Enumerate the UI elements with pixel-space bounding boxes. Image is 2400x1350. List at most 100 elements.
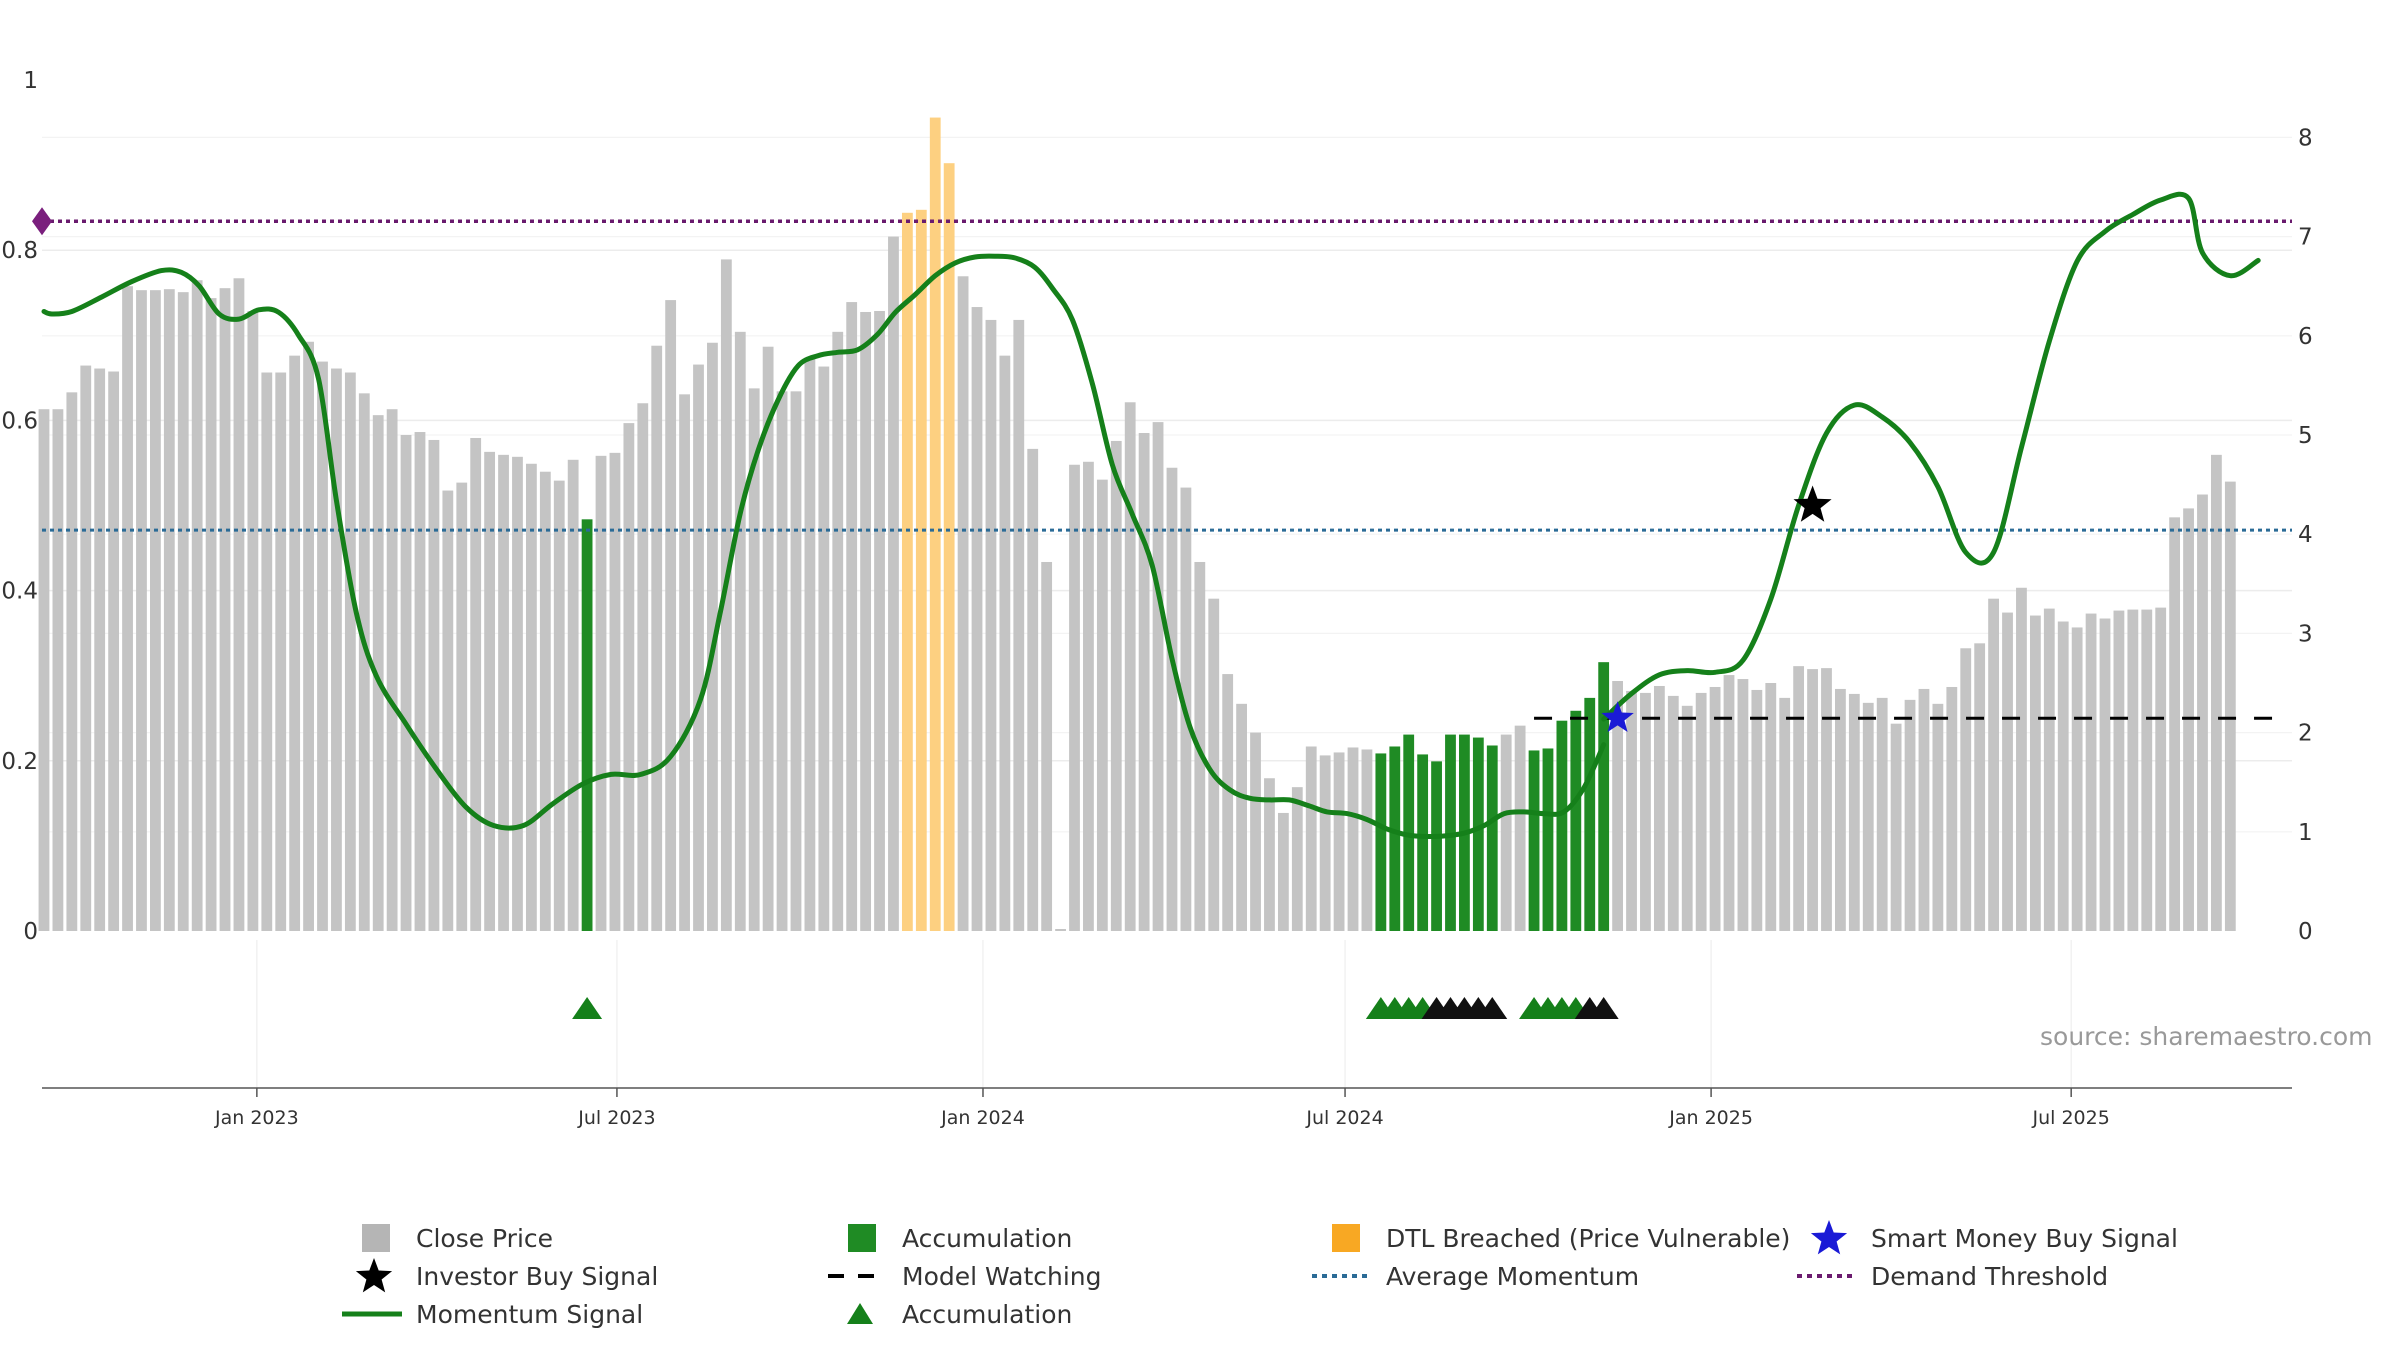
close-price-bar xyxy=(1110,440,1122,931)
close-price-bar xyxy=(2141,609,2153,931)
close-price-bar xyxy=(665,300,677,931)
close-price-bar xyxy=(1640,692,1651,931)
close-price-bar xyxy=(1653,685,1665,931)
accumulation-bar xyxy=(1486,745,1498,931)
close-price-bar xyxy=(1779,697,1791,931)
legend-swatch-square xyxy=(848,1224,876,1252)
dtl-breached-bar xyxy=(929,117,941,931)
right-tick-label: 6 xyxy=(2298,324,2313,350)
accumulation-bar xyxy=(1472,737,1484,931)
close-price-bar xyxy=(762,346,774,931)
close-price-bar xyxy=(971,307,983,932)
close-price-bar xyxy=(108,371,120,932)
legend-swatch-star xyxy=(355,1258,393,1293)
momentum-signal-path xyxy=(41,253,1607,840)
close-price-bar xyxy=(1946,686,1958,931)
signal-markers xyxy=(572,485,1832,1019)
close-price-bar xyxy=(400,435,412,931)
close-price-bar xyxy=(2224,481,2236,931)
x-tick-label: Jul 2023 xyxy=(577,1107,655,1129)
close-price-bar xyxy=(1319,755,1331,931)
close-price-bar xyxy=(2043,608,2055,931)
accumulation-bar xyxy=(1528,750,1540,931)
close-price-bar xyxy=(428,439,440,931)
right-tick-label: 7 xyxy=(2298,225,2313,251)
close-price-bar xyxy=(525,463,537,931)
close-price-bar xyxy=(1848,693,1860,931)
close-price-bar xyxy=(414,432,426,931)
right-tick-label: 0 xyxy=(2298,919,2313,945)
close-price-bar xyxy=(1055,929,1066,931)
close-price-bar xyxy=(707,342,718,931)
close-price-bar xyxy=(442,490,454,931)
left-tick-label: 1 xyxy=(23,68,38,94)
close-price-bar xyxy=(1236,703,1248,931)
close-price-bar xyxy=(191,280,203,931)
close-price-bar xyxy=(2197,494,2208,931)
legend-label: DTL Breached (Price Vulnerable) xyxy=(1386,1223,1791,1253)
close-price-bar xyxy=(2016,587,2027,931)
close-price-bar xyxy=(317,361,328,931)
close-price-bar xyxy=(1208,598,1220,931)
right-tick-label: 4 xyxy=(2298,522,2313,548)
accumulation-marker xyxy=(572,997,603,1019)
close-price-bar xyxy=(1514,725,1526,931)
close-price-bar xyxy=(1988,598,1999,931)
legend-item: Close Price xyxy=(340,1220,553,1256)
close-price-bar xyxy=(1612,681,1623,931)
close-price-bar xyxy=(1807,669,1818,931)
accumulation-bar xyxy=(1417,754,1429,931)
left-tick-label: 0 xyxy=(23,919,38,945)
close-price-bar xyxy=(2169,517,2181,931)
close-price-bar xyxy=(1347,747,1359,931)
close-price-bar xyxy=(832,331,844,931)
accumulation-bar xyxy=(1598,662,1610,931)
close-price-bar xyxy=(512,456,523,931)
momentum-signal-path xyxy=(1601,191,2261,722)
left-tick-label: 0.2 xyxy=(1,749,38,775)
close-price-bar xyxy=(247,311,259,931)
close-price-bar xyxy=(372,415,384,931)
close-price-bar xyxy=(2155,607,2167,931)
close-price-bar xyxy=(303,341,314,931)
close-price-bar xyxy=(2029,615,2041,931)
close-price-bar xyxy=(860,311,872,931)
close-price-bar xyxy=(804,357,816,931)
close-price-bar xyxy=(734,331,746,931)
close-price-bar xyxy=(1974,643,1986,931)
close-price-bar xyxy=(66,392,78,931)
close-price-bar xyxy=(1862,702,1874,931)
legend-item: Investor Buy Signal xyxy=(340,1258,658,1294)
legend-item: Accumulation xyxy=(826,1220,1072,1256)
close-price-bar xyxy=(2211,454,2222,931)
legend-swatch-dash xyxy=(828,1274,888,1278)
close-price-bar xyxy=(289,355,301,931)
legend-swatch-star xyxy=(1810,1220,1848,1255)
close-price-bar xyxy=(358,393,370,931)
investor-buy-signal-star xyxy=(1793,485,1832,522)
smart-money-buy-signal-star xyxy=(1601,701,1634,732)
close-price-bar xyxy=(1277,812,1289,931)
right-tick-label: 1 xyxy=(2298,820,2313,846)
legend-swatch-triangle xyxy=(847,1303,873,1324)
close-price-bar xyxy=(456,482,468,931)
left-tick-label: 0.4 xyxy=(1,579,38,605)
close-price-bar xyxy=(1821,668,1832,931)
close-price-bar xyxy=(470,437,482,931)
left-tick-label: 0.8 xyxy=(1,238,38,264)
close-price-bar xyxy=(344,372,356,931)
close-price-bar xyxy=(52,409,64,931)
close-price-bar xyxy=(1737,679,1749,931)
close-price-bar xyxy=(985,319,997,932)
close-price-bar xyxy=(1765,683,1777,931)
close-price-bar xyxy=(2127,609,2139,931)
close-price-bar xyxy=(233,278,245,931)
close-price-bar xyxy=(1027,448,1039,931)
legend-label: Average Momentum xyxy=(1386,1261,1640,1291)
source-credit: source: sharemaestro.com xyxy=(2040,1022,2373,1051)
close-price-bar xyxy=(1222,674,1234,931)
close-price-bar xyxy=(567,459,579,931)
legend-label: Accumulation xyxy=(902,1299,1073,1329)
close-price-bar xyxy=(1681,705,1693,931)
close-price-bar xyxy=(651,345,663,932)
